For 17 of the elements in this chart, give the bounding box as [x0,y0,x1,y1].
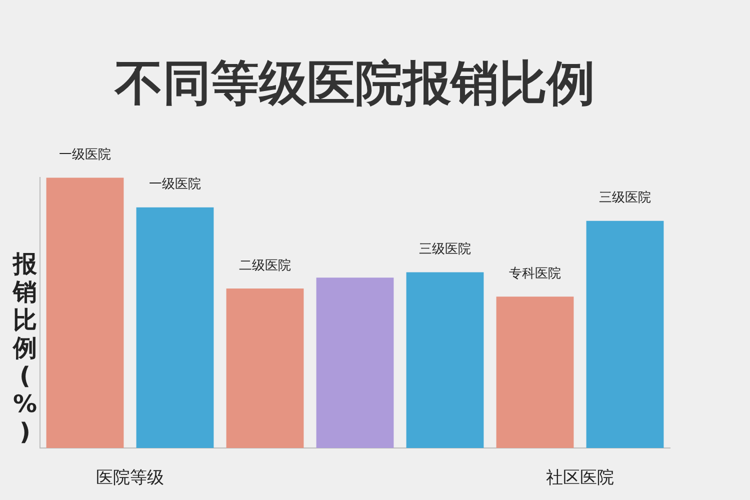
y-axis-title: 报销比例(%) [11,250,38,446]
bar [586,220,664,448]
chart-title: 不同等级医院报销比例 [114,55,595,112]
x-tick-label: 三级医院 [599,190,651,206]
x-tick-label: 一级医院 [149,177,201,192]
x-tick-label: 三级医院 [419,242,471,258]
text: 医院等级 [96,467,164,489]
bar [226,288,304,448]
bar [406,272,484,448]
x-tick-label: 二级医院 [239,258,291,274]
bar [46,178,124,448]
bar [316,278,394,448]
x-tick-label: 专科医院 [509,266,561,282]
bar [136,207,214,448]
bar [496,296,574,448]
x-tick-label: 一级医院 [59,147,111,162]
text: 社区医院 [546,467,614,489]
